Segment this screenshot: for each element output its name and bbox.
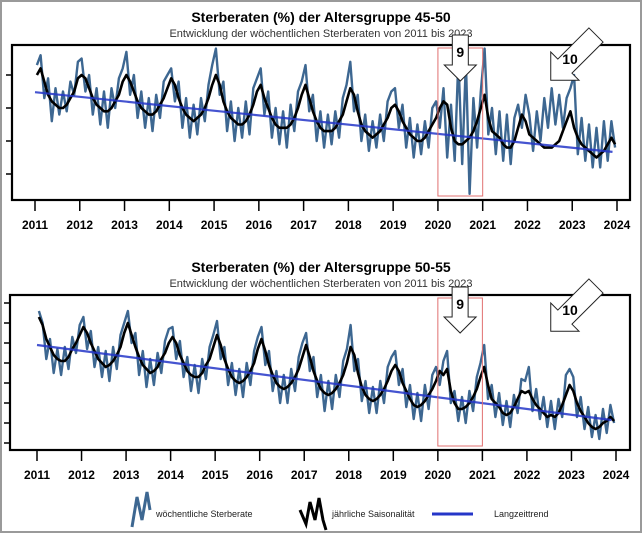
annotation-label-9: 9 [456,44,464,60]
x-tick-label: 2020 [425,218,452,232]
x-tick-label: 2019 [380,218,407,232]
series-trend-line [34,91,613,153]
series-trend-line [36,343,612,422]
x-tick-label: 2024 [603,468,630,482]
x-tick-label: 2016 [246,468,273,482]
x-tick-label: 2017 [291,468,318,482]
annotation-label-10: 10 [562,302,578,318]
plot-area [36,309,616,441]
x-tick-label: 2023 [559,218,586,232]
series-seasonal-line [35,67,617,159]
annotation-arrow-9 [442,286,478,334]
x-tick-label: 2015 [202,468,229,482]
x-tick-label: 2012 [66,218,93,232]
x-tick-label: 2013 [113,468,140,482]
x-tick-label: 2011 [22,218,48,232]
x-tick-label: 2015 [201,218,228,232]
plot-frame [8,293,632,452]
x-tick-label: 2014 [157,468,184,482]
x-tick-label: 2012 [68,468,95,482]
x-tick-label: 2022 [514,468,541,482]
chart-title: Sterberaten (%) der Altersgruppe 50-55 [191,259,451,275]
x-tick-label: 2021 [469,218,496,232]
x-tick-label: 2024 [604,218,631,232]
plot-area [34,47,617,196]
x-tick-label: 2023 [558,468,585,482]
legend-weekly-swatch [130,491,152,528]
annotation-label-9: 9 [456,296,464,312]
legend-weekly-label: wöchentliche Sterberate [155,509,253,519]
legend-seasonal-swatch [298,497,328,531]
x-tick-label: 2011 [24,468,50,482]
x-tick-label: 2020 [424,468,451,482]
x-tick-label: 2016 [245,218,272,232]
annotation-arrow-10 [550,27,604,81]
x-tick-label: 2018 [335,218,362,232]
chart-title: Sterberaten (%) der Altersgruppe 45-50 [191,9,451,25]
x-tick-label: 2019 [380,468,407,482]
legend-trend-label: Langzeittrend [494,509,549,519]
annotation-label-10: 10 [562,51,578,67]
chart-subtitle: Entwicklung der wöchentlichen Sterberate… [169,278,472,290]
legend: wöchentliche Sterberate jährliche Saison… [130,491,549,531]
plot-frame [10,43,632,202]
chart-50-55: Sterberaten (%) der Altersgruppe 50-55 E… [4,259,632,482]
x-tick-label: 2022 [514,218,541,232]
x-tick-label: 2013 [111,218,138,232]
annotation-arrow-9 [443,34,478,82]
x-tick-label: 2021 [469,468,496,482]
x-tick-label: 2018 [335,468,362,482]
x-tick-label: 2014 [156,218,183,232]
legend-seasonal-label: jährliche Saisonalität [331,509,415,519]
annotation-arrow-10 [550,278,604,332]
series-seasonal-line [37,316,616,431]
chart-subtitle: Entwicklung der wöchentlichen Sterberate… [169,28,472,40]
chart-45-50: Sterberaten (%) der Altersgruppe 45-50 E… [6,9,632,232]
x-tick-label: 2017 [290,218,317,232]
